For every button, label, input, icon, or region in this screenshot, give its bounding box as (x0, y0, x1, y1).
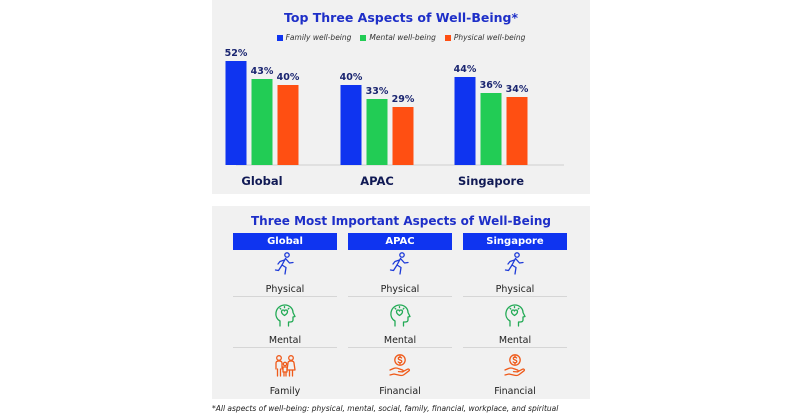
bar (506, 97, 528, 165)
table-panel: Three Most Important Aspects of Well-Bei… (212, 206, 590, 399)
head-heart-icon (273, 302, 297, 332)
bar (225, 61, 247, 165)
data-label: 40% (277, 72, 300, 83)
data-label: 40% (340, 72, 363, 83)
table-cell: Physical (348, 251, 452, 295)
table-cell: Mental (233, 302, 337, 346)
bar (366, 99, 388, 165)
row-divider (463, 296, 567, 297)
legend-label: Family well-being (285, 33, 352, 42)
category-label: Global (241, 174, 282, 188)
legend-swatch (276, 34, 283, 41)
runner-icon (503, 251, 527, 281)
cell-label: Physical (265, 284, 305, 295)
runner-icon (273, 251, 297, 281)
table-cell: Financial (348, 353, 452, 397)
column-header: Singapore (463, 233, 567, 250)
legend-label: Physical well-being (453, 33, 526, 42)
bar (251, 79, 273, 165)
legend-swatch (444, 34, 451, 41)
cell-label: Mental (383, 335, 417, 346)
bar (277, 85, 299, 165)
chart-legend: Family well-being Mental well-being Physic… (212, 33, 590, 42)
data-label: 44% (454, 64, 477, 75)
chart-title: Top Three Aspects of Well-Being* (284, 10, 518, 25)
column-header: APAC (348, 233, 452, 250)
row-divider (233, 347, 337, 348)
cell-label: Financial (494, 386, 536, 397)
row-divider (348, 347, 452, 348)
table-cell: Financial (463, 353, 567, 397)
category-label: APAC (360, 174, 394, 188)
table-cell: Family (233, 353, 337, 397)
data-label: 34% (506, 84, 529, 95)
row-divider (348, 296, 452, 297)
legend-item: Family well-being (276, 33, 352, 42)
bar (340, 85, 362, 165)
hand-coin-icon (503, 353, 527, 383)
table-cell: Mental (348, 302, 452, 346)
data-label: 29% (392, 94, 415, 105)
legend-item: Physical well-being (444, 33, 526, 42)
footnote: *All aspects of well-being: physical, me… (212, 404, 559, 413)
cell-label: Family (269, 386, 301, 397)
table-cell: Mental (463, 302, 567, 346)
cell-label: Financial (379, 386, 421, 397)
table-cell: Physical (463, 251, 567, 295)
row-divider (233, 296, 337, 297)
legend-item: Mental well-being (360, 33, 436, 42)
data-label: 43% (251, 66, 274, 77)
hand-coin-icon (388, 353, 412, 383)
table-cell: Physical (233, 251, 337, 295)
data-label: 52% (225, 48, 248, 59)
legend-swatch (360, 34, 367, 41)
cell-label: Mental (268, 335, 302, 346)
legend-label: Mental well-being (369, 33, 436, 42)
bar (480, 93, 502, 165)
cell-label: Physical (495, 284, 535, 295)
chart-panel: Top Three Aspects of Well-Being* Family … (212, 0, 590, 194)
cell-label: Mental (498, 335, 532, 346)
column-header: Global (233, 233, 337, 250)
head-heart-icon (503, 302, 527, 332)
family-icon (273, 353, 297, 383)
head-heart-icon (388, 302, 412, 332)
data-label: 36% (480, 80, 503, 91)
table-title: Three Most Important Aspects of Well-Bei… (250, 214, 551, 228)
category-label: Singapore (458, 174, 524, 188)
bar (392, 107, 414, 165)
data-label: 33% (366, 86, 389, 97)
row-divider (463, 347, 567, 348)
runner-icon (388, 251, 412, 281)
cell-label: Physical (380, 284, 420, 295)
bar (454, 77, 476, 165)
